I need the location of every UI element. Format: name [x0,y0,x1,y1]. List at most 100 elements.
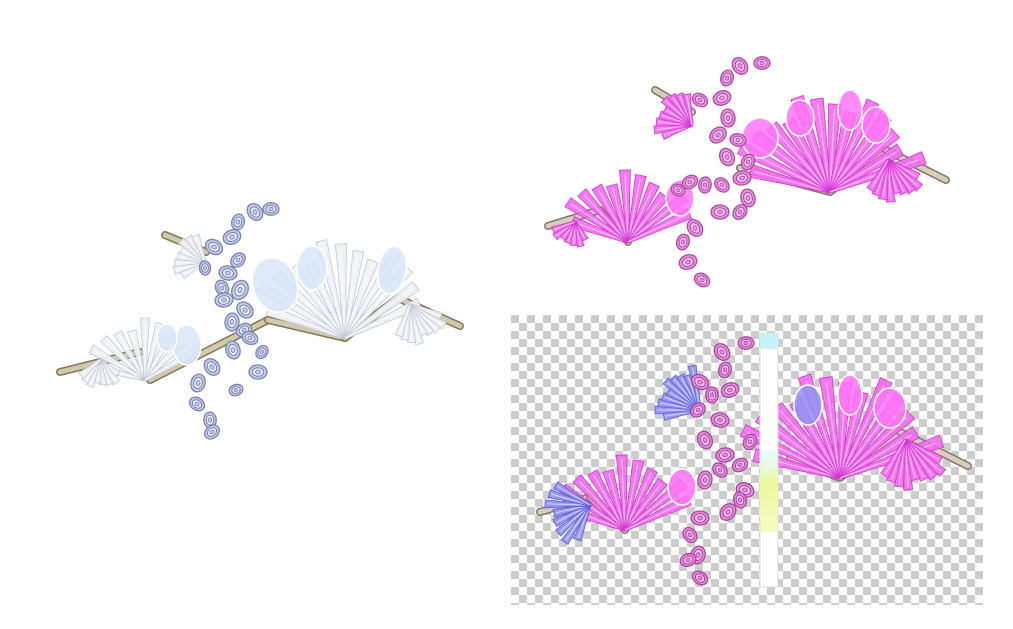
fan-blade-highlight [344,304,416,339]
coil [262,202,280,216]
coil [720,382,740,398]
coil [732,203,748,221]
fan-blade-highlight [871,159,889,189]
coil-center [259,349,265,355]
fan-blade-highlight [774,129,831,193]
lens-paddle [785,99,815,137]
fan [866,158,924,203]
coil-center [737,63,743,69]
coil-center [719,349,725,355]
coil [732,170,752,186]
fan-blade-highlight [93,350,146,381]
fan-blade-highlight [271,310,346,339]
fan-blade-highlight [885,439,906,474]
fan-blade-highlight [621,458,626,531]
coil [709,126,727,144]
coil [712,90,732,106]
fan-blade-highlight [344,264,373,339]
coil [682,526,698,544]
coil [720,108,736,128]
coil [690,373,710,391]
coil-center [203,265,207,271]
coil [204,424,220,440]
coil [225,340,241,360]
fan-blade-highlight [627,186,654,243]
coil [733,491,747,509]
lens-paddle [156,323,178,353]
coil-center [697,575,703,581]
lens-paddle [376,245,408,295]
coil-center [209,429,215,435]
coil-center [735,137,741,143]
fan [172,233,207,280]
fan-blade-highlight [624,483,662,531]
fan-blade-highlight [597,189,629,243]
coil-center [699,277,705,283]
fan-blade-highlight [829,159,920,193]
coil [236,301,254,319]
fan-blade-highlight [195,236,206,263]
coil [675,233,691,251]
fan-blade-highlight [825,382,841,479]
coil-center [759,60,765,66]
lens-paddle [741,117,779,159]
fan-blade-highlight [570,203,629,243]
coil [697,470,713,490]
fan-blade-highlight [340,248,346,339]
coil [678,254,698,270]
coil [222,229,242,245]
coil-center [695,552,701,558]
coil [719,69,735,87]
coil-center [687,179,693,185]
fan-blade-highlight [817,103,831,193]
coil [198,260,212,276]
coil [204,238,224,256]
coil [248,364,268,380]
fan-blade-highlight [627,214,687,243]
fan-blade-highlight [627,197,663,243]
coil [224,312,240,332]
coil-center [230,347,236,353]
coil [714,177,730,193]
coil-center [685,259,691,265]
fan [394,303,447,346]
coil-center [697,379,703,385]
fan-blade-highlight [829,151,897,193]
coil-center [221,297,227,303]
coil-center [675,188,681,192]
coil-center [225,270,231,276]
coil [719,503,737,521]
coil [246,203,264,221]
coil-center [727,387,733,393]
fan-blade-highlight [575,222,629,243]
fan [551,220,589,248]
coil [690,510,710,526]
coil-center [717,467,723,473]
coil-center [702,182,708,188]
fan-blade-highlight [578,480,626,531]
coil [690,402,706,418]
coil [710,412,730,428]
coil [255,344,269,360]
coil [231,279,249,301]
coil-center [745,159,751,165]
coil-center [743,340,749,346]
fan-blade-highlight [829,108,835,193]
coil-center [252,209,258,215]
strip-top-band [760,333,778,349]
coil-center [242,307,248,313]
coil [203,357,221,377]
coil [691,570,709,586]
coil-center [737,209,743,215]
fan-blade-highlight [686,95,693,126]
fan-blade-highlight [557,485,591,506]
fan-blade-highlight [754,171,831,193]
fan-blade-highlight [344,288,413,339]
coil [729,133,747,147]
coil-center [680,239,686,245]
coil [693,272,711,288]
lens-paddle [667,468,697,506]
coil-center [724,154,730,160]
fan [544,481,592,545]
coil-center [737,462,743,468]
